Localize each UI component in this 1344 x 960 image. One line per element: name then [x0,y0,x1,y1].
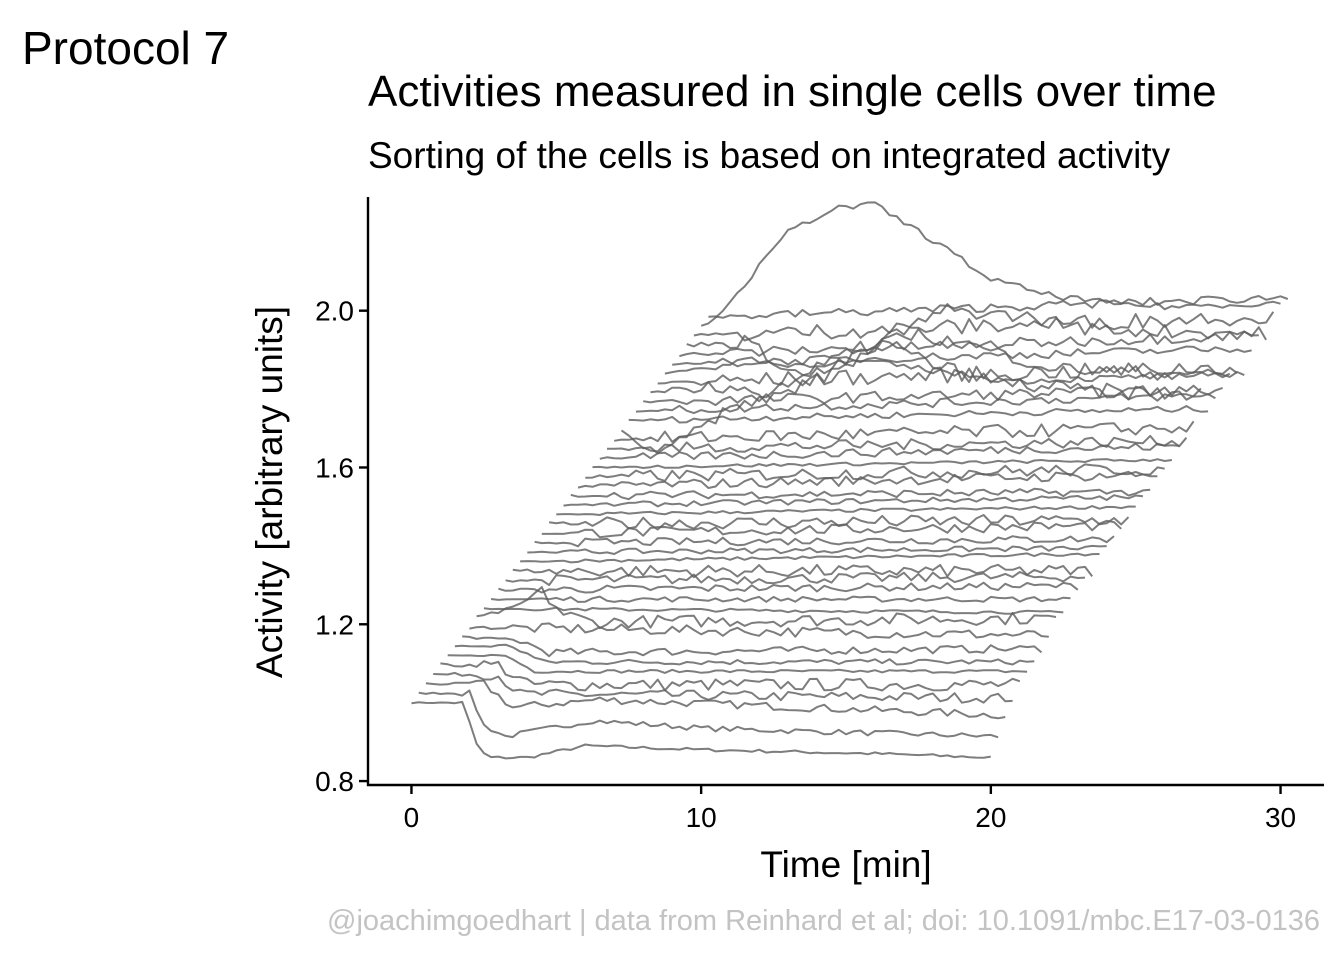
cell-trace-6 [447,653,1028,674]
cell-trace-24 [577,470,1158,489]
cell-trace-29 [614,420,1195,443]
y-tick-label: 0.8 [315,766,354,797]
cell-trace-15 [512,563,1093,579]
y-axis-ticks: 0.8 1.2 1.6 2.0 [315,296,368,797]
cell-trace-23 [570,487,1151,501]
cell-trace-10 [476,586,1057,630]
cell-trace-21 [556,505,1136,516]
chart-title: Activities measured in single cells over… [368,67,1217,116]
cell-trace-33 [643,384,1223,407]
x-tick-label: 20 [975,802,1006,833]
x-tick-label: 10 [686,802,717,833]
cell-trace-11 [483,606,1064,615]
cell-trace-9 [469,622,1049,639]
cell-trace-32 [635,393,1216,415]
cell-trace-38 [679,330,1259,358]
cell-trace-12 [490,595,1071,603]
x-tick-label: 0 [404,802,420,833]
cell-traces [411,201,1289,760]
y-tick-label: 2.0 [315,296,354,327]
cell-trace-31 [628,405,1209,424]
cell-trace-39 [686,303,1267,378]
caption-credit: @joachimgoedhart | data from Reinhard et… [327,905,1320,937]
cell-trace-26 [592,458,1173,469]
y-tick-label: 1.6 [315,452,354,483]
cell-trace-28 [606,434,1188,453]
cell-trace-5 [440,660,1021,692]
cell-trace-1 [411,700,991,760]
cell-trace-13 [498,581,1079,594]
cell-trace-35 [657,362,1238,387]
cell-trace-40 [693,311,1275,342]
cell-trace-14 [505,571,1086,586]
y-tick-label: 1.2 [315,609,354,640]
cell-trace-3 [425,679,1006,720]
cell-trace-36 [664,356,1245,385]
cell-trace-8 [462,635,1043,658]
cell-trace-2 [418,689,999,739]
cell-trace-16 [520,552,1100,564]
cell-trace-7 [454,643,1035,666]
cell-trace-4 [433,671,1013,704]
cell-trace-42 [708,295,1289,320]
cell-trace-41 [700,201,1281,327]
y-axis-title: Activity [arbitrary units] [249,306,290,678]
cell-trace-25 [585,463,1165,482]
cell-trace-20 [548,514,1130,531]
cell-trace-22 [563,494,1143,508]
x-axis-title: Time [min] [760,844,931,885]
x-axis-ticks: 0 10 20 30 [404,785,1296,833]
cell-trace-17 [527,544,1107,555]
chart-subtitle: Sorting of the cells is based on integra… [368,135,1171,176]
x-tick-label: 30 [1265,802,1296,833]
cell-trace-27 [599,442,1180,461]
cell-trace-18 [534,535,1115,548]
cell-trace-19 [541,519,1122,539]
plot-tag: Protocol 7 [22,22,229,74]
